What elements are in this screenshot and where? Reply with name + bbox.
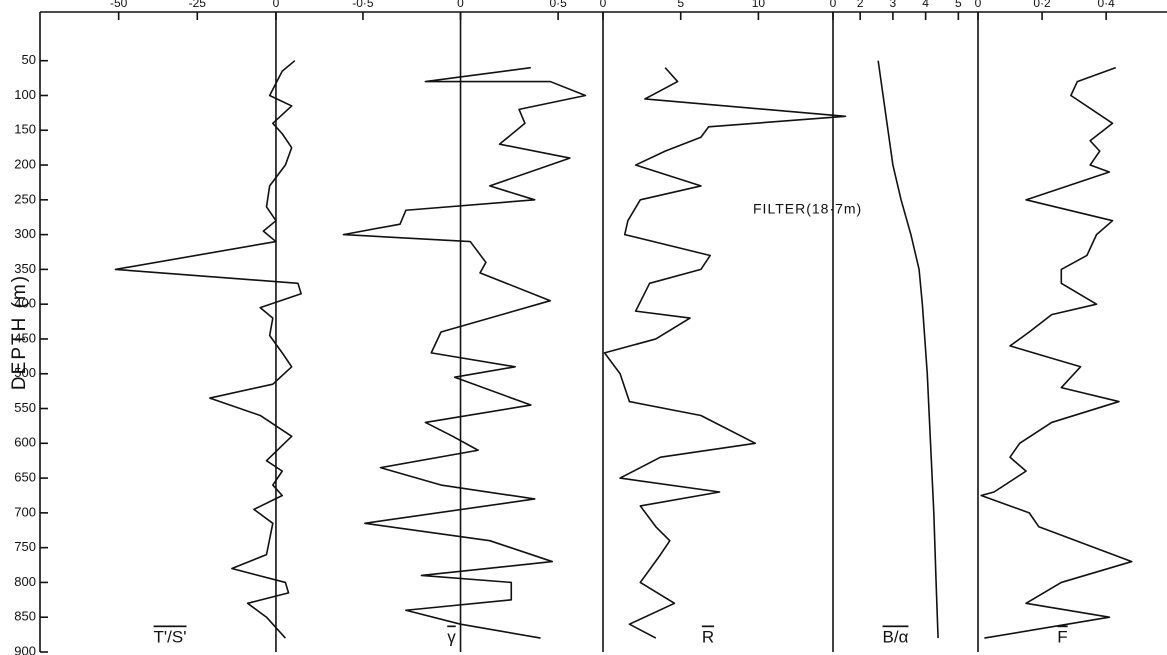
x-tick-label: 3 (890, 0, 897, 10)
y-tick-label: 650 (14, 470, 36, 485)
x-axis-label: R (702, 627, 714, 646)
profile-line (877, 60, 939, 639)
y-tick-label: 800 (14, 574, 36, 589)
profile-line (342, 66, 587, 639)
y-tick-label: 750 (14, 539, 36, 554)
y-tick-label: 700 (14, 504, 36, 519)
x-tick-label: 0·4 (1097, 0, 1115, 10)
y-tick-label: 250 (14, 191, 36, 206)
y-tick-label: 500 (14, 365, 36, 380)
y-tick-label: 850 (14, 609, 36, 624)
x-tick-label: 0·5 (549, 0, 567, 10)
x-axis-label: F (1057, 627, 1067, 646)
x-tick-label: 0 (273, 0, 280, 10)
x-tick-label: 0 (830, 0, 837, 10)
y-tick-label: 150 (14, 122, 36, 137)
y-tick-label: 300 (14, 226, 36, 241)
x-tick-label: 0 (975, 0, 982, 10)
x-tick-label: -25 (189, 0, 207, 10)
x-tick-label: -0·5 (352, 0, 374, 10)
x-tick-label: 5 (955, 0, 962, 10)
y-tick-label: 50 (22, 52, 36, 67)
y-tick-label: 550 (14, 400, 36, 415)
y-tick-label: 450 (14, 330, 36, 345)
x-tick-label: 10 (752, 0, 766, 10)
profile-line (603, 67, 847, 639)
y-tick-label: 100 (14, 87, 36, 102)
x-tick-label: 2 (857, 0, 864, 10)
x-tick-label: 0 (457, 0, 464, 10)
y-tick-label: 350 (14, 261, 36, 276)
x-axis-label: T'/S' (154, 627, 187, 646)
x-axis-label: B/α (883, 627, 909, 646)
y-tick-label: 600 (14, 435, 36, 450)
x-tick-label: 0 (600, 0, 607, 10)
y-tick-label: 400 (14, 296, 36, 311)
x-tick-label: 0·2 (1033, 0, 1051, 10)
x-axis-label: γ (447, 627, 456, 646)
x-tick-label: -50 (110, 0, 128, 10)
profile-line (980, 66, 1133, 639)
y-axis-label: DEPTH (m) (9, 274, 30, 390)
annotation: FILTER(18·7m) (753, 201, 862, 217)
x-tick-label: 4 (922, 0, 929, 10)
y-tick-label: 200 (14, 156, 36, 171)
profile-line (114, 60, 302, 639)
y-tick-label: 900 (14, 643, 36, 655)
x-tick-label: 5 (677, 0, 684, 10)
